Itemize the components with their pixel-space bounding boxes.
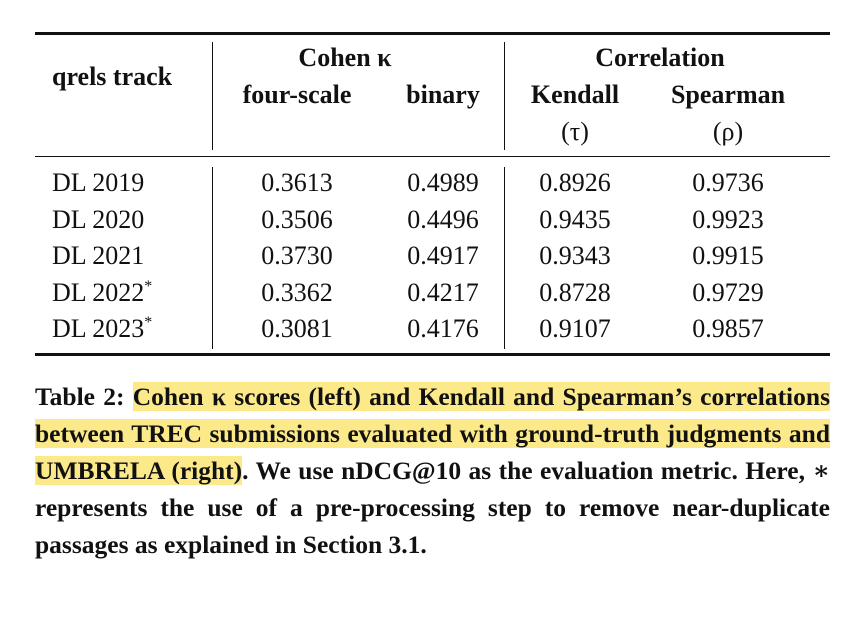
divider bbox=[212, 167, 214, 349]
top-rule bbox=[35, 32, 830, 35]
row-marker: * bbox=[144, 314, 153, 331]
cell: 0.4917 bbox=[407, 241, 479, 270]
group-header: Correlation bbox=[595, 43, 725, 72]
divider bbox=[504, 42, 506, 150]
row-label: DL 2023* bbox=[52, 314, 152, 344]
cell: 0.9736 bbox=[692, 168, 764, 197]
row-label-text: DL 2023 bbox=[52, 314, 145, 343]
bottom-rule bbox=[35, 353, 830, 356]
column-header: Spearman bbox=[670, 80, 786, 109]
caption-text: . We use nDCG@10 as the evaluation metri… bbox=[35, 456, 830, 559]
mid-rule bbox=[35, 156, 830, 158]
group-header: Cohen κ bbox=[298, 43, 392, 72]
cell: 0.3081 bbox=[261, 314, 333, 343]
row-marker: * bbox=[144, 277, 153, 295]
row-label-text: DL 2022 bbox=[52, 277, 145, 307]
divider bbox=[504, 167, 506, 349]
cell: 0.9729 bbox=[692, 277, 764, 307]
cell: 0.3362 bbox=[261, 277, 333, 307]
column-header: Kendall bbox=[530, 80, 620, 109]
cell: 0.8728 bbox=[539, 277, 611, 307]
caption: Table 2: Cohen κ scores (left) and Kenda… bbox=[35, 378, 830, 563]
row-header: qrels track bbox=[52, 62, 173, 91]
cell: 0.9923 bbox=[692, 204, 764, 234]
cell: 0.4217 bbox=[407, 277, 479, 307]
cell: 0.9915 bbox=[692, 241, 764, 270]
cell: 0.3506 bbox=[261, 204, 333, 234]
divider bbox=[212, 42, 214, 150]
row-label-text: DL 2020 bbox=[52, 204, 145, 234]
cell: 0.8926 bbox=[539, 168, 611, 197]
cell: 0.9857 bbox=[692, 314, 764, 343]
caption-label: Table 2: bbox=[35, 382, 125, 411]
cell: 0.9107 bbox=[539, 314, 611, 343]
cell: 0.3730 bbox=[261, 241, 333, 270]
column-header: binary bbox=[406, 80, 480, 109]
cell: 0.4176 bbox=[407, 314, 479, 343]
row-label: DL 2022* bbox=[52, 278, 152, 308]
cell: 0.4989 bbox=[407, 168, 479, 197]
column-header: four-scale bbox=[242, 80, 352, 109]
cell: 0.9343 bbox=[539, 241, 611, 270]
row-label: DL 2021 bbox=[52, 241, 144, 271]
row-label-text: DL 2021 bbox=[52, 241, 145, 270]
row-label: DL 2019 bbox=[52, 168, 144, 198]
column-symbol: (τ) bbox=[561, 117, 589, 146]
cell: 0.3613 bbox=[261, 168, 333, 197]
cell: 0.4496 bbox=[407, 204, 479, 234]
row-label-text: DL 2019 bbox=[52, 168, 145, 197]
row-label: DL 2020 bbox=[52, 205, 144, 235]
column-symbol: (ρ) bbox=[712, 117, 744, 146]
cell: 0.9435 bbox=[539, 204, 611, 234]
